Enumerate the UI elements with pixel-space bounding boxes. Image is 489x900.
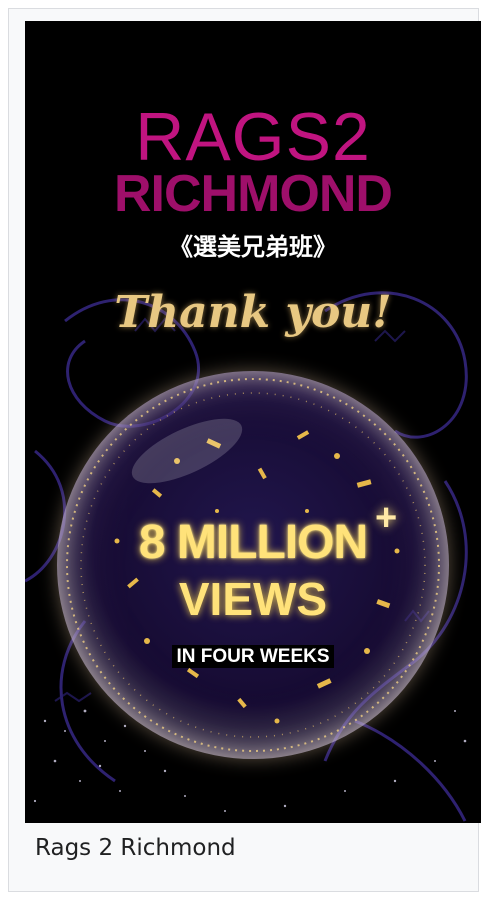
title-numeral: 2	[331, 99, 371, 175]
plus-sign: +	[375, 497, 398, 539]
period-label: IN FOUR WEEKS	[57, 645, 449, 668]
image-caption: Rags 2 Richmond	[35, 835, 236, 861]
image-card: RAGS2 RICHMOND 《選美兄弟班》 Thank you!	[8, 8, 481, 892]
title-richmond: RICHMOND	[114, 165, 393, 223]
poster-image[interactable]: RAGS2 RICHMOND 《選美兄弟班》 Thank you!	[25, 21, 481, 823]
views-label: VIEWS	[178, 573, 328, 625]
chinese-title: 《選美兄弟班》	[169, 233, 337, 261]
view-count: 8 MILLION	[138, 516, 368, 569]
thank-you-script: Thank you!	[114, 287, 392, 338]
sparkle-trail	[33, 709, 467, 812]
title-rags: RAGS2	[25, 103, 481, 171]
crystal-bubble: 8 MILLION + VIEWS IN FOUR WEEKS	[57, 371, 449, 759]
bubble-glitter-art	[66, 378, 440, 752]
title-rags-word: RAGS	[135, 99, 332, 175]
period-text: IN FOUR WEEKS	[172, 645, 334, 668]
